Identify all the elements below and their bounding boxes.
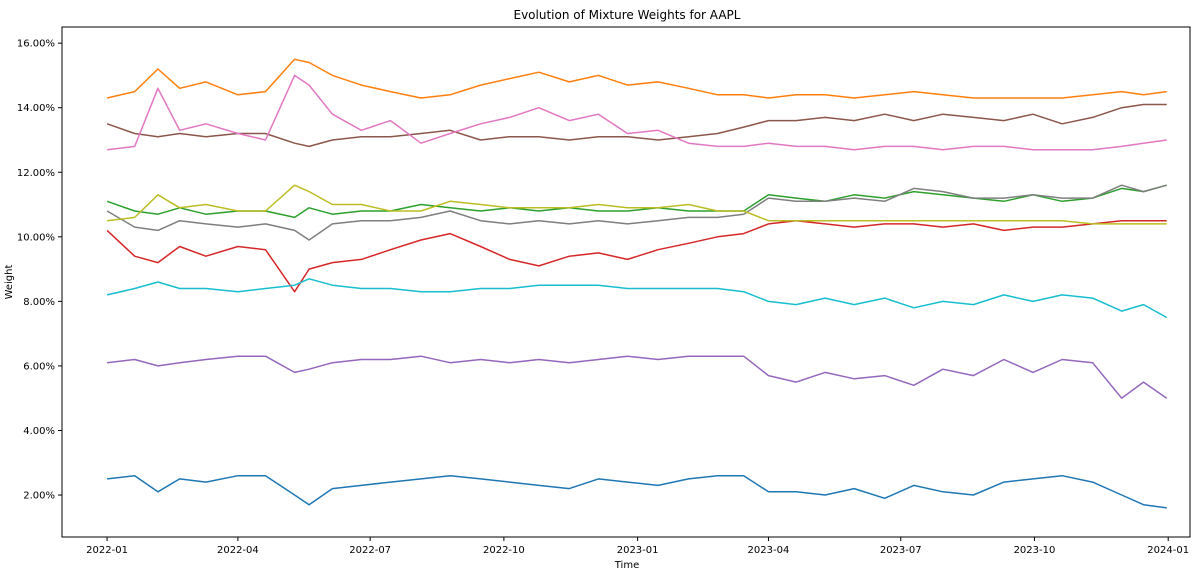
y-tick-label: 2.00%: [23, 491, 55, 502]
series-line-8: [106, 184, 1167, 241]
x-axis: 2022-01 2022-04 2022-07 2022-10 2023-01 2023-…: [86, 537, 1189, 556]
x-axis-label: Time: [614, 560, 639, 571]
y-axis-label: Weight: [4, 265, 15, 300]
x-tick-label: 2022-01: [86, 545, 128, 556]
x-tick-label: 2022-07: [349, 545, 391, 556]
plot-frame: [61, 26, 1191, 538]
y-axis: 2.00% 4.00% 6.00% 8.00% 10.00% 12.00% 14.00% 16…: [17, 39, 62, 502]
x-tick-label: 2022-04: [217, 545, 259, 556]
y-tick-label: 12.00%: [17, 168, 55, 179]
series-line-4: [106, 219, 1167, 293]
x-tick-label: 2023-10: [1014, 545, 1056, 556]
x-tick-label: 2022-10: [483, 545, 525, 556]
series-line-3: [106, 184, 1167, 219]
y-tick-label: 8.00%: [23, 297, 55, 308]
series-line-10: [106, 278, 1168, 319]
x-tick-label: 2023-01: [617, 545, 659, 556]
y-tick-label: 10.00%: [17, 232, 55, 243]
series-line-5: [107, 355, 1168, 399]
series-line-6: [106, 103, 1167, 148]
series-line-9: [107, 184, 1167, 225]
series-line-1: [107, 474, 1167, 509]
x-tick-label: 2024-01: [1147, 545, 1189, 556]
y-tick-label: 4.00%: [23, 426, 55, 437]
x-tick-label: 2023-07: [880, 545, 922, 556]
y-tick-label: 6.00%: [23, 361, 55, 372]
series-line-7: [107, 74, 1167, 151]
series-layer: [106, 58, 1168, 509]
series-line-2: [106, 58, 1167, 99]
chart-title: Evolution of Mixture Weights for AAPL: [514, 8, 741, 22]
y-tick-label: 16.00%: [17, 39, 55, 50]
x-tick-label: 2023-04: [748, 545, 790, 556]
y-tick-label: 14.00%: [17, 103, 55, 114]
